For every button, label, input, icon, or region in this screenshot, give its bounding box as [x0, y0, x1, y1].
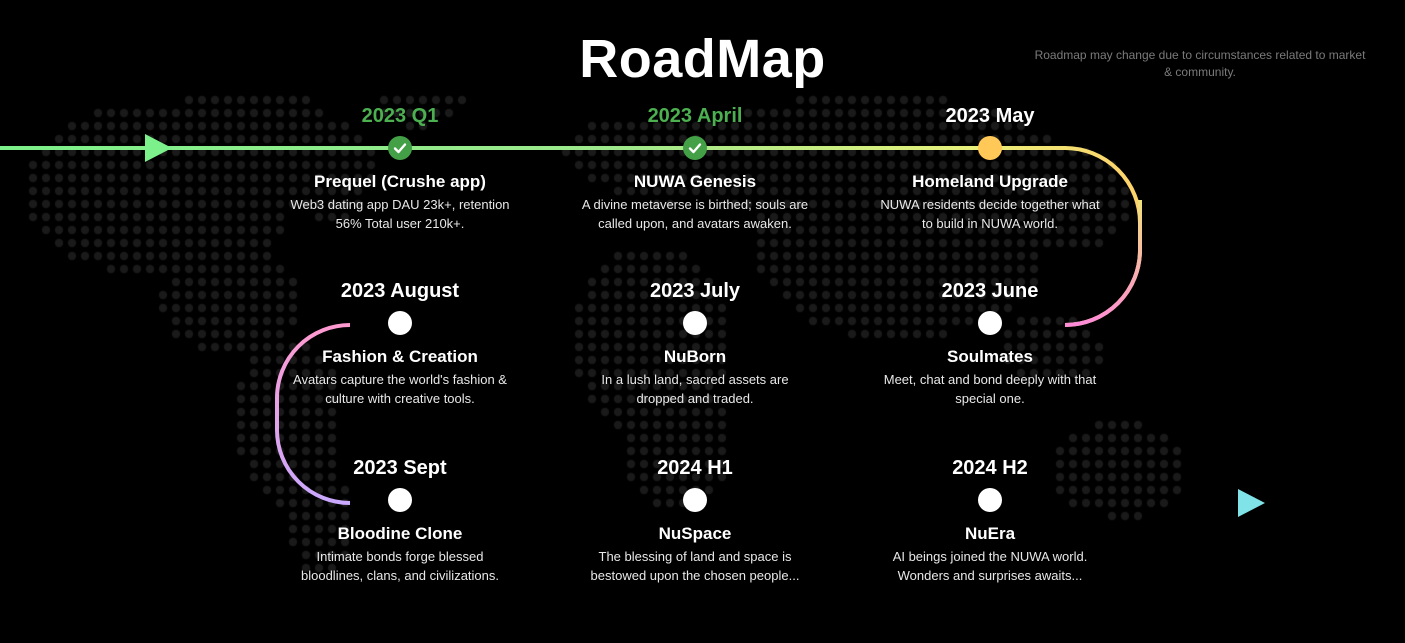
milestone-date: 2023 August — [340, 280, 460, 302]
milestone-name: Prequel (Crushe app) — [314, 172, 486, 191]
milestone-name: NuSpace — [658, 524, 732, 543]
milestone-date: 2023 July — [649, 280, 741, 302]
page-title: RoadMap — [579, 29, 826, 89]
milestone-date: 2023 Sept — [353, 457, 447, 479]
milestone-node-dot — [978, 488, 1002, 512]
milestone-node-dot — [978, 136, 1002, 160]
milestone-description: Web3 dating app DAU 23k+, retention 56% … — [290, 197, 510, 231]
milestone-description: In a lush land, sacred assets are droppe… — [601, 372, 789, 406]
milestone-description: A divine metaverse is birthed; souls are… — [581, 197, 809, 231]
milestone-date: 2023 May — [945, 105, 1035, 127]
milestone-check-icon — [388, 136, 412, 160]
milestone-node-dot — [978, 311, 1002, 335]
path-curve-right — [1064, 200, 1142, 327]
milestone-date: 2023 April — [647, 105, 743, 127]
milestone-description: AI beings joined the NUWA world. Wonders… — [892, 549, 1088, 583]
milestone-name: Soulmates — [947, 347, 1033, 366]
milestone-description: Intimate bonds forge blessed bloodlines,… — [301, 549, 499, 583]
milestone-date: 2024 H1 — [657, 457, 733, 479]
milestone-name: NuBorn — [663, 347, 727, 366]
milestone-date: 2023 June — [941, 280, 1039, 302]
milestone-name: Fashion & Creation — [322, 347, 478, 366]
milestone-check-icon — [683, 136, 707, 160]
milestone-name: Homeland Upgrade — [912, 172, 1068, 191]
milestone-date: 2023 Q1 — [361, 105, 439, 127]
milestone-node-dot — [388, 311, 412, 335]
disclaimer-note: Roadmap may change due to circumstances … — [1034, 48, 1366, 79]
milestone-name: NuEra — [964, 524, 1016, 543]
milestone-description: Avatars capture the world's fashion & cu… — [293, 372, 507, 406]
arrow-start-icon — [145, 134, 172, 162]
milestone-node-dot — [388, 488, 412, 512]
milestone-description: Meet, chat and bond deeply with that spe… — [883, 372, 1097, 406]
milestone-date: 2024 H2 — [952, 457, 1028, 479]
milestone-description: NUWA residents decide together what to b… — [880, 197, 1100, 231]
milestone-node-dot — [683, 488, 707, 512]
milestone-description: The blessing of land and space is bestow… — [590, 549, 800, 583]
milestone-name: Bloodine Clone — [337, 524, 463, 543]
milestone-name: NUWA Genesis — [633, 172, 757, 191]
milestone-node-dot — [683, 311, 707, 335]
path-curve-left — [275, 323, 351, 505]
arrow-end-icon — [1238, 489, 1265, 517]
